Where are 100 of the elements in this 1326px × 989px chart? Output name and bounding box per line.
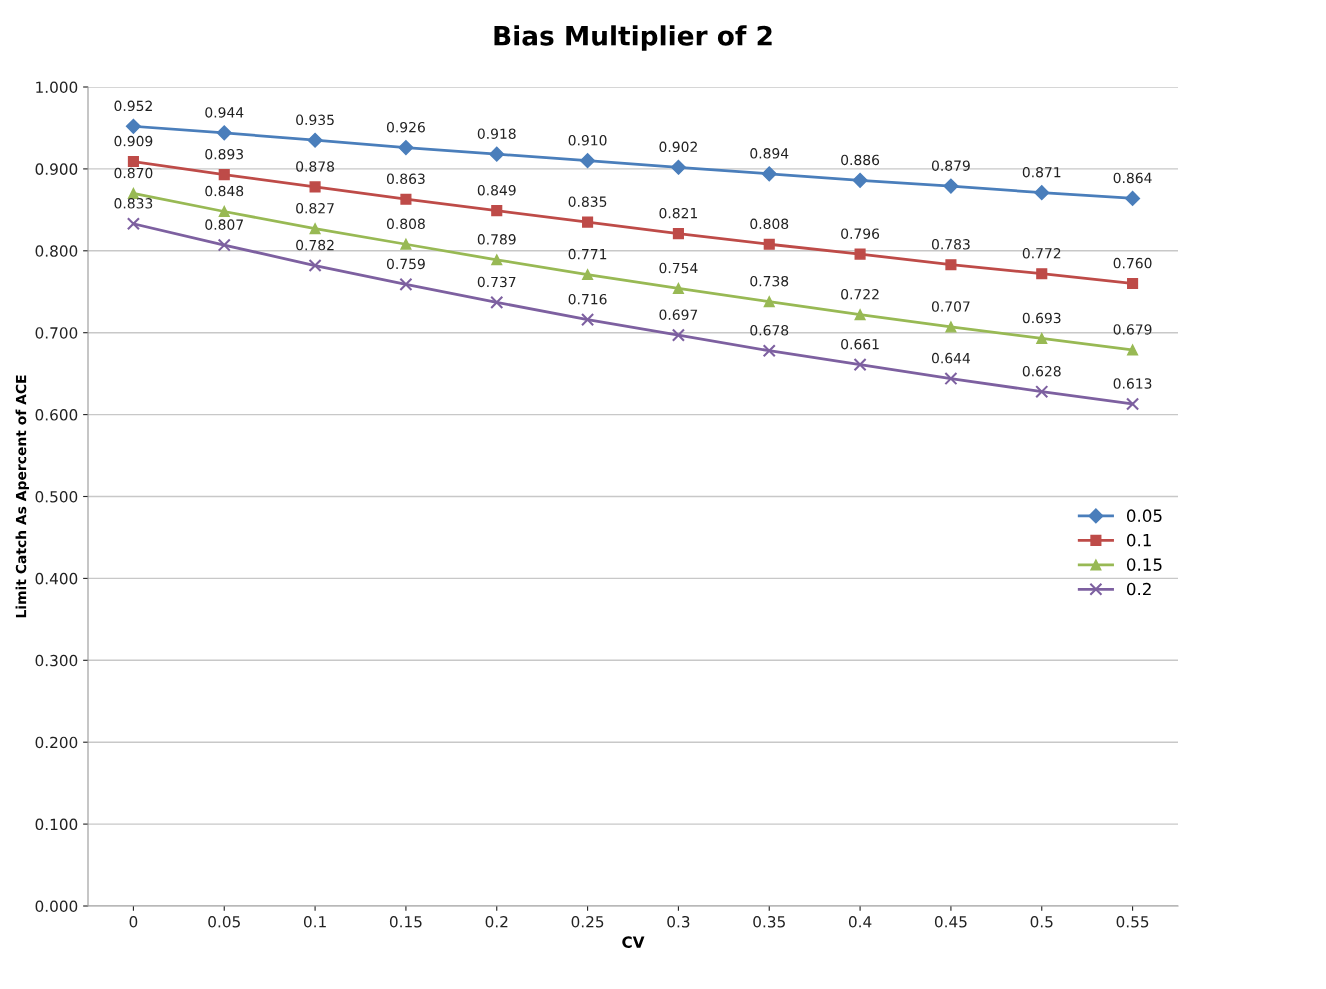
point xyxy=(854,248,866,260)
point xyxy=(672,282,684,295)
point xyxy=(762,344,776,358)
data-label: 0.808 xyxy=(750,218,789,230)
x-tick-label: 0.1 xyxy=(303,915,326,928)
legend-label: 0.2 xyxy=(1126,582,1151,596)
point xyxy=(400,193,412,205)
point xyxy=(580,313,595,327)
data-label: 0.759 xyxy=(386,258,425,270)
data-label: 0.909 xyxy=(114,135,153,147)
data-label: 0.679 xyxy=(1113,324,1152,335)
point xyxy=(307,132,323,148)
y-tick-label: 1.000 xyxy=(36,81,78,94)
point xyxy=(761,166,777,182)
data-label: 0.807 xyxy=(205,219,243,230)
point xyxy=(400,238,412,250)
data-label: 0.864 xyxy=(1113,172,1152,184)
point xyxy=(763,296,775,308)
legend-label: 0.05 xyxy=(1126,509,1162,522)
y-tick-label: 0.900 xyxy=(35,163,78,175)
point xyxy=(670,159,686,175)
data-label: 0.796 xyxy=(841,228,880,239)
data-label: 0.821 xyxy=(659,207,698,219)
data-label: 0.849 xyxy=(477,184,516,196)
data-label: 0.628 xyxy=(1022,365,1061,377)
y-tick-label: 0.400 xyxy=(35,572,78,585)
data-label: 0.808 xyxy=(386,218,425,230)
point xyxy=(127,155,139,168)
data-label: 0.902 xyxy=(659,141,697,153)
y-tick-label: 0.200 xyxy=(35,736,78,749)
point xyxy=(1127,344,1139,356)
point xyxy=(945,321,957,333)
data-label: 0.910 xyxy=(568,135,607,146)
x-tick-label: 0.35 xyxy=(753,915,785,928)
point xyxy=(309,181,321,193)
data-label: 0.678 xyxy=(750,325,789,336)
point xyxy=(309,223,321,235)
data-label: 0.944 xyxy=(205,107,244,118)
point xyxy=(398,140,414,156)
data-label: 0.833 xyxy=(114,198,153,209)
data-label: 0.738 xyxy=(750,275,789,287)
point xyxy=(1034,185,1050,201)
chart-title: Bias Multiplier of 2 xyxy=(494,25,772,51)
data-label: 0.782 xyxy=(296,239,334,251)
data-label: 0.661 xyxy=(841,338,879,350)
data-label: 0.926 xyxy=(386,121,425,133)
y-tick-label: 0.600 xyxy=(35,409,78,421)
data-label: 0.783 xyxy=(931,239,970,250)
data-label: 0.863 xyxy=(386,173,425,185)
legend-label: 0.15 xyxy=(1126,558,1162,571)
point xyxy=(489,146,505,162)
point xyxy=(1125,190,1141,206)
point xyxy=(399,277,413,291)
y-tick-label: 0.500 xyxy=(35,490,78,503)
point xyxy=(125,118,141,134)
y-tick-label: 0.300 xyxy=(35,654,78,667)
y-tick-label: 0.700 xyxy=(35,327,78,339)
data-label: 0.754 xyxy=(659,262,698,274)
data-label: 0.644 xyxy=(931,352,971,364)
data-label: 0.878 xyxy=(296,161,335,172)
point xyxy=(943,178,959,194)
y-tick-label: 0.800 xyxy=(35,245,78,257)
y-tick-label: 0.100 xyxy=(35,818,78,831)
data-label: 0.722 xyxy=(841,288,879,300)
point xyxy=(1035,385,1049,399)
data-label: 0.827 xyxy=(296,202,334,214)
x-tick-label: 0.2 xyxy=(485,915,508,928)
x-tick-label: 0.55 xyxy=(1116,915,1149,928)
data-label: 0.707 xyxy=(931,301,970,312)
data-label: 0.772 xyxy=(1022,248,1061,259)
y-tick-label: 0.000 xyxy=(35,900,78,913)
x-tick-label: 0.25 xyxy=(571,915,604,928)
data-label: 0.697 xyxy=(659,309,698,320)
legend-label: 0.1 xyxy=(1126,533,1151,547)
data-label: 0.886 xyxy=(841,154,880,166)
point xyxy=(491,205,503,217)
point xyxy=(1036,268,1048,280)
data-label: 0.716 xyxy=(568,293,607,305)
x-tick-label: 0.45 xyxy=(934,915,967,928)
x-tick-label: 0.4 xyxy=(848,915,872,928)
data-label: 0.935 xyxy=(296,114,334,126)
data-label: 0.871 xyxy=(1022,166,1061,178)
x-axis-title: CV xyxy=(622,936,645,948)
x-tick-label: 0.5 xyxy=(1030,915,1053,928)
x-tick-label: 0.3 xyxy=(667,915,690,928)
point xyxy=(582,268,594,281)
data-label: 0.870 xyxy=(114,167,153,179)
x-tick-label: 0 xyxy=(129,915,138,928)
point xyxy=(1127,278,1139,290)
data-label: 0.737 xyxy=(477,276,516,288)
point xyxy=(854,309,866,321)
point xyxy=(671,328,686,342)
point xyxy=(853,358,867,372)
data-label: 0.918 xyxy=(477,128,516,139)
y-axis-title: Limit Catch As Apercent of ACE xyxy=(15,375,29,618)
data-label: 0.613 xyxy=(1113,378,1152,389)
data-label: 0.893 xyxy=(205,148,244,160)
point xyxy=(1036,332,1048,344)
point xyxy=(217,238,231,252)
data-label: 0.952 xyxy=(114,100,152,112)
